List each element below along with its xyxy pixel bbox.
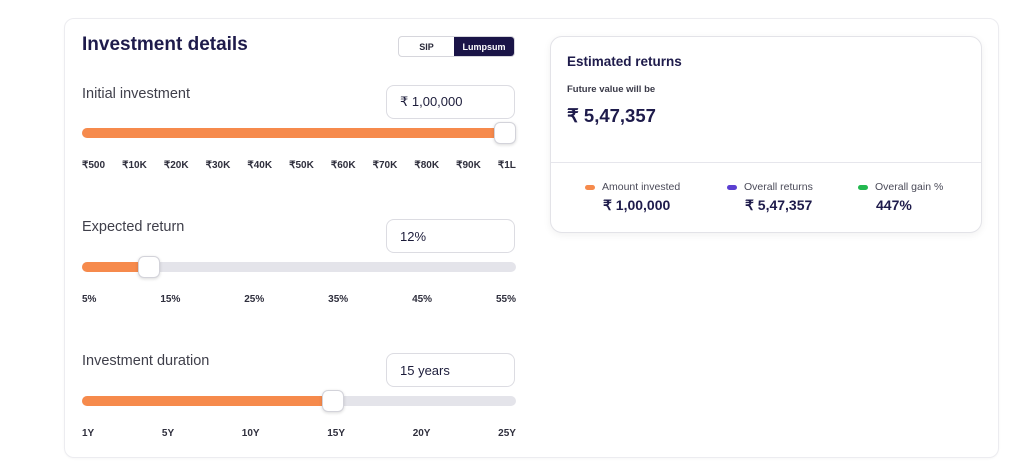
initial-tick-label: ₹500 <box>82 160 106 171</box>
card-divider <box>551 162 981 163</box>
duration-tick-label: 5Y <box>161 428 175 439</box>
initial-tick-label: ₹50K <box>289 160 314 171</box>
mode-toggle[interactable]: SIP Lumpsum <box>398 36 515 57</box>
investment-duration-input[interactable]: 15 years <box>386 353 515 387</box>
amount-invested-label: Amount invested <box>602 181 681 193</box>
overall-gain-stat: Overall gain % 447% <box>858 181 943 213</box>
amount-invested-legend-icon <box>585 184 595 190</box>
duration-tick-label: 10Y <box>241 428 260 439</box>
overall-returns-stat: Overall returns ₹ 5,47,357 <box>727 181 813 214</box>
initial-investment-ticks: ₹500 ₹10K ₹20K ₹30K ₹40K ₹50K ₹60K ₹70K ₹80K ₹90K… <box>82 160 516 171</box>
expected-return-label: Expected return <box>82 219 185 235</box>
expected-return-ticks: 5% 15% 25% 35% 45% 55% <box>82 294 516 305</box>
expected-return-slider[interactable] <box>82 256 516 278</box>
duration-tick-label: 1Y <box>82 428 95 439</box>
overall-returns-legend-icon <box>727 184 737 190</box>
return-tick-label: 35% <box>328 294 349 305</box>
amount-invested-value: ₹ 1,00,000 <box>603 197 671 213</box>
initial-tick-label: ₹20K <box>163 160 189 171</box>
initial-investment-slider[interactable] <box>82 122 517 144</box>
duration-tick-label: 15Y <box>327 428 346 439</box>
overall-gain-label: Overall gain % <box>875 181 944 193</box>
estimated-returns-title: Estimated returns <box>567 54 682 69</box>
initial-investment-slider-thumb[interactable] <box>494 122 517 144</box>
return-tick-label: 25% <box>244 294 265 305</box>
initial-investment-label: Initial investment <box>82 86 190 102</box>
initial-tick-label: ₹30K <box>205 160 231 171</box>
initial-investment-slider-fill <box>82 128 506 138</box>
overall-gain-value: 447% <box>876 197 912 213</box>
future-value: ₹ 5,47,357 <box>567 105 656 126</box>
overall-gain-legend-icon <box>858 184 868 190</box>
expected-return-slider-fill <box>82 262 150 272</box>
initial-tick-label: ₹60K <box>330 160 356 171</box>
initial-tick-label: ₹10K <box>122 160 147 171</box>
initial-investment-input[interactable]: ₹ 1,00,000 <box>386 85 515 119</box>
sip-toggle-option[interactable]: SIP <box>419 41 434 52</box>
return-tick-label: 15% <box>160 294 181 305</box>
return-tick-label: 45% <box>412 294 433 305</box>
return-tick-label: 55% <box>495 294 516 305</box>
estimated-returns-card: Estimated returns Future value will be ₹… <box>550 36 982 233</box>
initial-tick-label: ₹90K <box>456 160 481 171</box>
overall-returns-label: Overall returns <box>744 181 813 193</box>
investment-duration-ticks: 1Y 5Y 10Y 15Y 20Y 25Y <box>82 428 516 439</box>
future-value-label: Future value will be <box>567 84 656 95</box>
investment-details-title: Investment details <box>82 34 248 55</box>
investment-duration-label: Investment duration <box>82 353 210 369</box>
expected-return-slider-thumb[interactable] <box>138 256 161 278</box>
initial-tick-label: ₹70K <box>372 160 398 171</box>
initial-tick-label: ₹40K <box>247 160 273 171</box>
duration-tick-label: 25Y <box>498 428 516 439</box>
initial-tick-label: ₹1L <box>497 160 516 171</box>
lumpsum-toggle-option[interactable]: Lumpsum <box>454 37 514 56</box>
overall-returns-value: ₹ 5,47,357 <box>745 197 813 213</box>
return-tick-label: 5% <box>82 294 97 305</box>
amount-invested-stat: Amount invested ₹ 1,00,000 <box>585 181 680 214</box>
investment-duration-slider[interactable] <box>82 390 516 412</box>
expected-return-input[interactable]: 12% <box>386 219 515 253</box>
duration-tick-label: 20Y <box>412 428 431 439</box>
investment-duration-slider-thumb[interactable] <box>321 390 344 412</box>
investment-duration-slider-fill <box>82 396 333 406</box>
initial-tick-label: ₹80K <box>414 160 440 171</box>
